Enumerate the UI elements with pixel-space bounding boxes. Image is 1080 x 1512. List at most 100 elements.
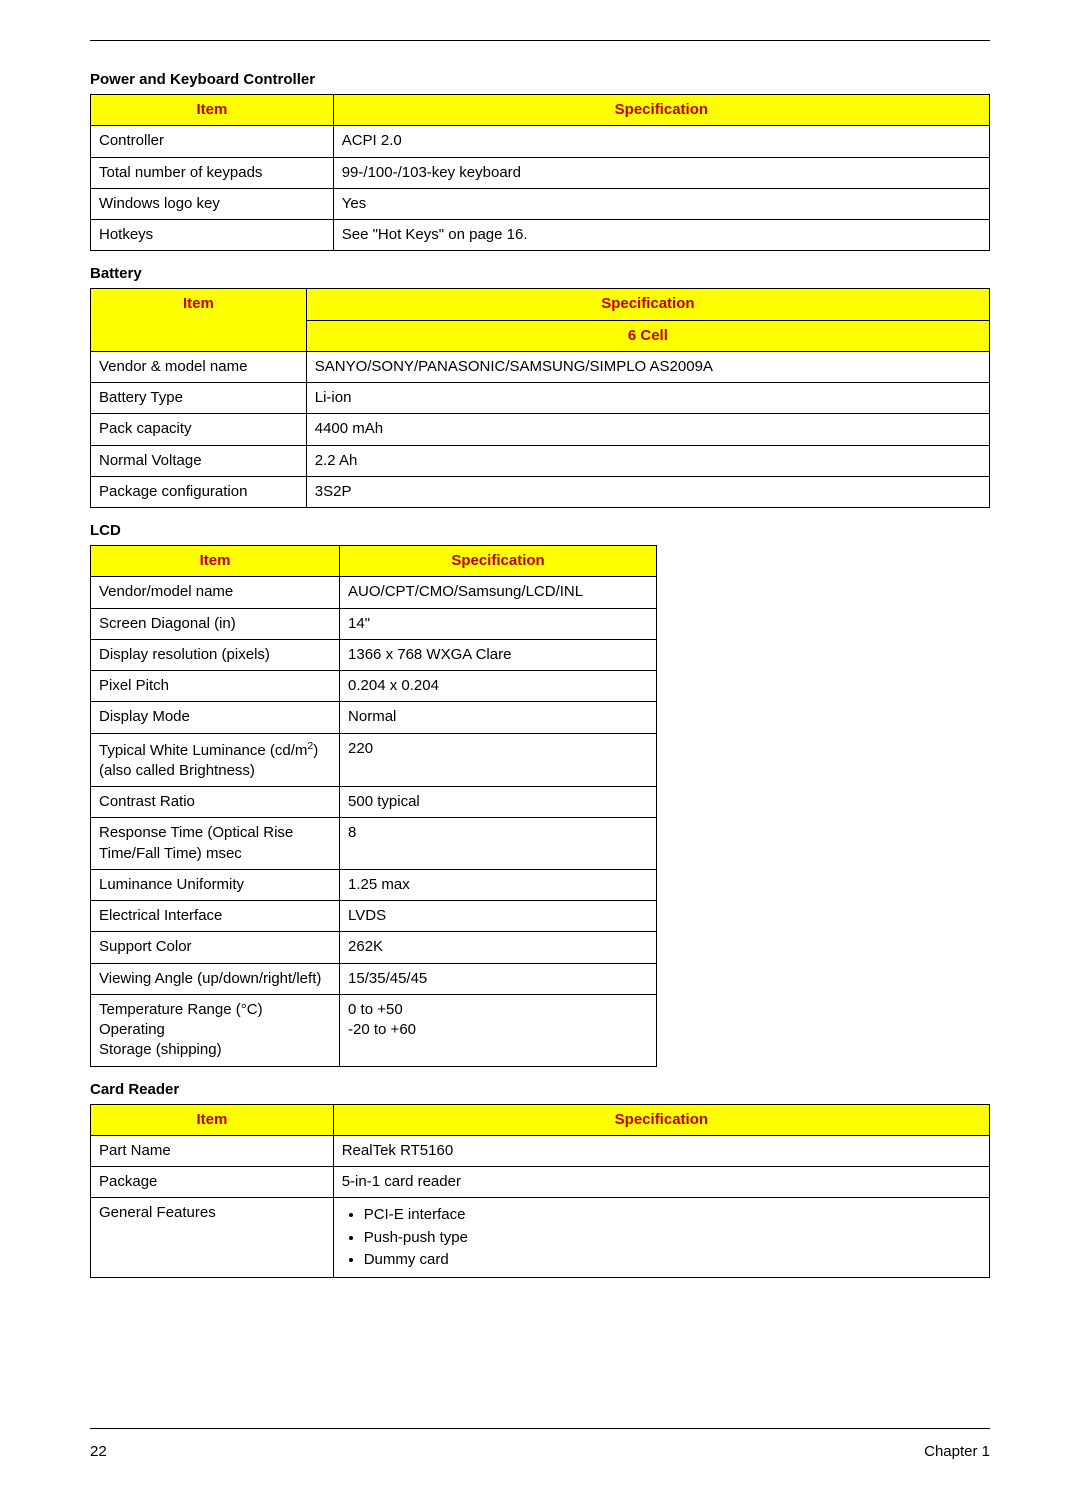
cell-spec: ACPI 2.0: [333, 126, 989, 157]
cell-spec: RealTek RT5160: [333, 1135, 989, 1166]
cell-item: General Features: [91, 1198, 334, 1278]
feature-list: PCI-E interface Push-push typeDummy card: [342, 1205, 981, 1270]
table-header-row: Item Specification: [91, 1104, 990, 1135]
table-row: Luminance Uniformity1.25 max: [91, 869, 657, 900]
table-lcd: Item Specification Vendor/model nameAUO/…: [90, 545, 657, 1067]
table-row: Support Color262K: [91, 932, 657, 963]
cell-spec: 0.204 x 0.204: [340, 671, 657, 702]
table-pkc: Item Specification ControllerACPI 2.0Tot…: [90, 94, 990, 251]
cell-spec: 500 typical: [340, 787, 657, 818]
table-header-row: Item Specification: [91, 95, 990, 126]
cell-item: Display Mode: [91, 702, 340, 733]
cell-item: Display resolution (pixels): [91, 639, 340, 670]
table-header-row: Item Specification: [91, 546, 657, 577]
cell-item: Temperature Range (°C)OperatingStorage (…: [91, 994, 340, 1066]
cell-spec: 220: [340, 733, 657, 787]
page-number: 22: [90, 1443, 107, 1460]
cell-item: Electrical Interface: [91, 901, 340, 932]
cell-spec: 2.2 Ah: [306, 445, 989, 476]
cell-item: Response Time (Optical Rise Time/Fall Ti…: [91, 818, 340, 870]
table-row: Vendor/model nameAUO/CPT/CMO/Samsung/LCD…: [91, 577, 657, 608]
cell-item: Pack capacity: [91, 414, 307, 445]
th-item: Item: [91, 546, 340, 577]
cell-item: Controller: [91, 126, 334, 157]
table-row: Typical White Luminance (cd/m2) (also ca…: [91, 733, 657, 787]
th-item: Item: [91, 1104, 334, 1135]
cell-spec: 8: [340, 818, 657, 870]
cell-item: Contrast Ratio: [91, 787, 340, 818]
cell-spec: 3S2P: [306, 476, 989, 507]
table-row: Normal Voltage2.2 Ah: [91, 445, 990, 476]
table-row: Windows logo keyYes: [91, 188, 990, 219]
cell-item: Package configuration: [91, 476, 307, 507]
page: Power and Keyboard Controller Item Speci…: [0, 0, 1080, 1512]
th-item: Item: [91, 289, 307, 352]
cell-item: Battery Type: [91, 383, 307, 414]
th-spec: Specification: [333, 95, 989, 126]
cell-item: Support Color: [91, 932, 340, 963]
cell-spec: AUO/CPT/CMO/Samsung/LCD/INL: [340, 577, 657, 608]
chapter-label: Chapter 1: [924, 1443, 990, 1460]
table-row: Temperature Range (°C)OperatingStorage (…: [91, 994, 657, 1066]
cell-spec: 15/35/45/45: [340, 963, 657, 994]
cell-item: Part Name: [91, 1135, 334, 1166]
cell-item: Viewing Angle (up/down/right/left): [91, 963, 340, 994]
table-row: Vendor & model nameSANYO/SONY/PANASONIC/…: [91, 351, 990, 382]
cell-item: Screen Diagonal (in): [91, 608, 340, 639]
feature-item: Push-push type: [364, 1228, 981, 1248]
feature-item: Dummy card: [364, 1250, 981, 1270]
tbody-lcd: Vendor/model nameAUO/CPT/CMO/Samsung/LCD…: [91, 577, 657, 1066]
th-spec: Specification: [333, 1104, 989, 1135]
cell-spec: LVDS: [340, 901, 657, 932]
table-row: Viewing Angle (up/down/right/left)15/35/…: [91, 963, 657, 994]
cell-item: Total number of keypads: [91, 157, 334, 188]
cell-spec: Normal: [340, 702, 657, 733]
section-title-battery: Battery: [90, 265, 990, 282]
feature-item: PCI-E interface: [364, 1205, 981, 1225]
section-title-cardreader: Card Reader: [90, 1081, 990, 1098]
th-spec: Specification: [340, 546, 657, 577]
cell-item: Vendor/model name: [91, 577, 340, 608]
th-subhead: 6 Cell: [306, 320, 989, 351]
cell-item: Hotkeys: [91, 220, 334, 251]
table-row: HotkeysSee "Hot Keys" on page 16.: [91, 220, 990, 251]
table-row: Display resolution (pixels)1366 x 768 WX…: [91, 639, 657, 670]
cell-spec: 1.25 max: [340, 869, 657, 900]
cell-spec: 1366 x 768 WXGA Clare: [340, 639, 657, 670]
table-row: Pixel Pitch0.204 x 0.204: [91, 671, 657, 702]
cell-spec: SANYO/SONY/PANASONIC/SAMSUNG/SIMPLO AS20…: [306, 351, 989, 382]
table-header-row: Item Specification: [91, 289, 990, 320]
table-row: Battery TypeLi-ion: [91, 383, 990, 414]
table-row: Contrast Ratio500 typical: [91, 787, 657, 818]
table-row: Part NameRealTek RT5160: [91, 1135, 990, 1166]
section-title-pkc: Power and Keyboard Controller: [90, 71, 990, 88]
table-row: General Features PCI-E interface Push-push…: [91, 1198, 990, 1278]
cell-item: Windows logo key: [91, 188, 334, 219]
cell-spec: 4400 mAh: [306, 414, 989, 445]
cell-spec: 99-/100-/103-key keyboard: [333, 157, 989, 188]
cell-item: Luminance Uniformity: [91, 869, 340, 900]
cell-item: Package: [91, 1167, 334, 1198]
tbody-battery: Vendor & model nameSANYO/SONY/PANASONIC/…: [91, 351, 990, 507]
table-row: Total number of keypads99-/100-/103-key …: [91, 157, 990, 188]
cell-spec: See "Hot Keys" on page 16.: [333, 220, 989, 251]
cell-item: Normal Voltage: [91, 445, 307, 476]
section-title-lcd: LCD: [90, 522, 990, 539]
table-row: Pack capacity4400 mAh: [91, 414, 990, 445]
table-row: Display ModeNormal: [91, 702, 657, 733]
table-battery: Item Specification 6 Cell Vendor & model…: [90, 288, 990, 508]
cell-spec: PCI-E interface Push-push typeDummy card: [333, 1198, 989, 1278]
cell-item: Vendor & model name: [91, 351, 307, 382]
page-footer: 22 Chapter 1: [90, 1428, 990, 1460]
cell-spec: 14": [340, 608, 657, 639]
cell-item: Typical White Luminance (cd/m2) (also ca…: [91, 733, 340, 787]
table-row: Package5-in-1 card reader: [91, 1167, 990, 1198]
tbody-cardreader: Part NameRealTek RT5160Package5-in-1 car…: [91, 1135, 990, 1277]
cell-spec: Li-ion: [306, 383, 989, 414]
tbody-pkc: ControllerACPI 2.0Total number of keypad…: [91, 126, 990, 251]
top-rule: [90, 40, 990, 41]
table-row: Package configuration3S2P: [91, 476, 990, 507]
table-row: ControllerACPI 2.0: [91, 126, 990, 157]
cell-spec: 0 to +50-20 to +60: [340, 994, 657, 1066]
cell-item: Pixel Pitch: [91, 671, 340, 702]
